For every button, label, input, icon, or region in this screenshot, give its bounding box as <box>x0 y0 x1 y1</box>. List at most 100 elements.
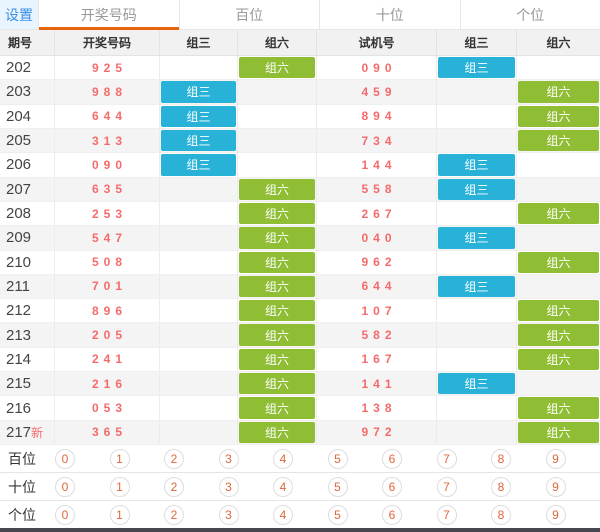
group6-badge: 组六 <box>518 105 599 127</box>
winning-number: 053 <box>91 401 128 416</box>
digit-circle-9[interactable]: 9 <box>545 504 566 525</box>
group6-badge: 组六 <box>239 57 315 79</box>
group6-badge: 组六 <box>239 397 315 419</box>
test-number: 972 <box>361 425 397 440</box>
test-number: 107 <box>361 303 397 318</box>
digit-circle-3[interactable]: 3 <box>218 476 239 497</box>
table-row: 207 635 组六 558 组三 <box>0 177 600 202</box>
digit-circle-5[interactable]: 5 <box>327 476 348 497</box>
digit-circle-3[interactable]: 3 <box>218 504 239 525</box>
issue-number: 203 <box>6 83 32 101</box>
winning-number: 313 <box>91 133 128 148</box>
digit-circle-4[interactable]: 4 <box>273 476 293 497</box>
header-test-group3: 组三 <box>437 30 517 55</box>
winning-number: 090 <box>91 157 128 172</box>
digit-circle-1[interactable]: 1 <box>109 448 130 469</box>
group6-badge: 组六 <box>518 397 599 419</box>
header-group3: 组三 <box>160 30 238 55</box>
digit-row-label: 十位 <box>8 478 36 495</box>
digit-circle-8[interactable]: 8 <box>491 448 511 469</box>
issue-number: 205 <box>6 132 32 150</box>
issue-number: 214 <box>6 350 32 368</box>
digit-circle-3[interactable]: 3 <box>218 448 239 469</box>
digit-circle-6[interactable]: 6 <box>382 476 402 497</box>
group3-badge: 组三 <box>438 178 515 200</box>
group6-badge: 组六 <box>518 251 599 273</box>
group3-badge: 组三 <box>161 129 236 152</box>
group3-badge: 组三 <box>161 105 236 127</box>
digit-circle-9[interactable]: 9 <box>545 476 566 497</box>
table-row: 204 644 组三 894 组六 <box>0 104 600 129</box>
digit-circle-6[interactable]: 6 <box>382 504 402 525</box>
group6-badge: 组六 <box>239 421 315 443</box>
digit-circle-0[interactable]: 0 <box>55 448 75 469</box>
issue-number: 211 <box>6 277 30 295</box>
digit-circle-5[interactable]: 5 <box>327 504 348 525</box>
group3-badge: 组三 <box>438 57 515 79</box>
group6-badge: 组六 <box>239 251 315 273</box>
test-number: 734 <box>361 133 397 148</box>
issue-number: 213 <box>6 326 32 344</box>
group6-badge: 组六 <box>518 348 599 371</box>
test-number: 962 <box>361 255 397 270</box>
tab-units[interactable]: 个位 <box>459 0 600 29</box>
winning-number: 365 <box>91 425 128 440</box>
settings-button[interactable]: 设置 <box>0 0 38 29</box>
digit-circle-2[interactable]: 2 <box>164 476 184 497</box>
group6-badge: 组六 <box>518 300 599 322</box>
digit-circle-4[interactable]: 4 <box>273 504 293 525</box>
test-number: 267 <box>361 206 397 221</box>
digit-circle-7[interactable]: 7 <box>436 448 457 469</box>
tab-hundreds[interactable]: 百位 <box>178 0 319 29</box>
digit-circle-4[interactable]: 4 <box>273 448 293 469</box>
test-number: 582 <box>361 328 397 343</box>
digit-circle-0[interactable]: 0 <box>55 476 75 497</box>
digit-circle-8[interactable]: 8 <box>491 476 511 497</box>
digit-circle-6[interactable]: 6 <box>382 448 402 469</box>
digit-circle-0[interactable]: 0 <box>55 504 75 525</box>
digit-row-label: 个位 <box>8 506 36 523</box>
group6-badge: 组六 <box>239 202 315 225</box>
digit-circle-7[interactable]: 7 <box>436 504 457 525</box>
digit-circle-9[interactable]: 9 <box>545 448 566 469</box>
digit-row: 个位 0 1 2 3 4 5 6 7 8 9 <box>0 501 600 528</box>
group6-badge: 组六 <box>239 275 315 298</box>
table-row: 215 216 组六 141 组三 <box>0 372 600 397</box>
digit-circle-2[interactable]: 2 <box>164 504 184 525</box>
issue-number: 217 <box>6 423 32 441</box>
table-row: 203 988 组三 459 组六 <box>0 80 600 105</box>
issue-number: 208 <box>6 205 32 223</box>
test-number: 040 <box>361 230 397 245</box>
group3-badge: 组三 <box>438 275 515 298</box>
tab-winning-numbers[interactable]: 开奖号码 <box>38 0 179 30</box>
test-number: 558 <box>361 182 397 197</box>
table-row: 206 090 组三 144 组三 <box>0 153 600 178</box>
digit-circle-1[interactable]: 1 <box>109 504 130 525</box>
issue-number: 207 <box>6 180 32 198</box>
digit-row: 十位 0 1 2 3 4 5 6 7 8 9 <box>0 473 600 501</box>
tab-tens[interactable]: 十位 <box>319 0 460 29</box>
table-row: 211 701 组六 644 组三 <box>0 274 600 300</box>
table-row: 210 508 组六 962 组六 <box>0 250 600 275</box>
digit-circle-5[interactable]: 5 <box>327 448 348 469</box>
group6-badge: 组六 <box>518 129 599 152</box>
winning-number: 896 <box>91 303 128 318</box>
group6-badge: 组六 <box>239 178 315 200</box>
table-row: 208 253 组六 267 组六 <box>0 201 600 227</box>
test-number: 138 <box>361 401 397 416</box>
digit-circle-7[interactable]: 7 <box>436 476 457 497</box>
digit-circle-2[interactable]: 2 <box>164 448 184 469</box>
test-number: 894 <box>361 109 397 124</box>
test-number: 167 <box>361 352 397 367</box>
issue-number: 204 <box>6 107 32 125</box>
group3-badge: 组三 <box>161 154 236 176</box>
group6-badge: 组六 <box>518 81 599 103</box>
table-row: 213 205 组六 582 组六 <box>0 323 600 348</box>
digit-panel: 百位 0 1 2 3 4 5 6 7 8 9 十位 0 1 2 3 4 5 6 7 8 9 个位 0 1 2 3 4 5 6 7 8… <box>0 445 600 528</box>
digit-circle-1[interactable]: 1 <box>109 476 130 497</box>
winning-number: 925 <box>91 60 128 75</box>
group3-badge: 组三 <box>161 81 236 103</box>
digit-circle-8[interactable]: 8 <box>491 504 511 525</box>
test-number: 644 <box>361 279 397 294</box>
header-issue: 期号 <box>0 30 55 55</box>
